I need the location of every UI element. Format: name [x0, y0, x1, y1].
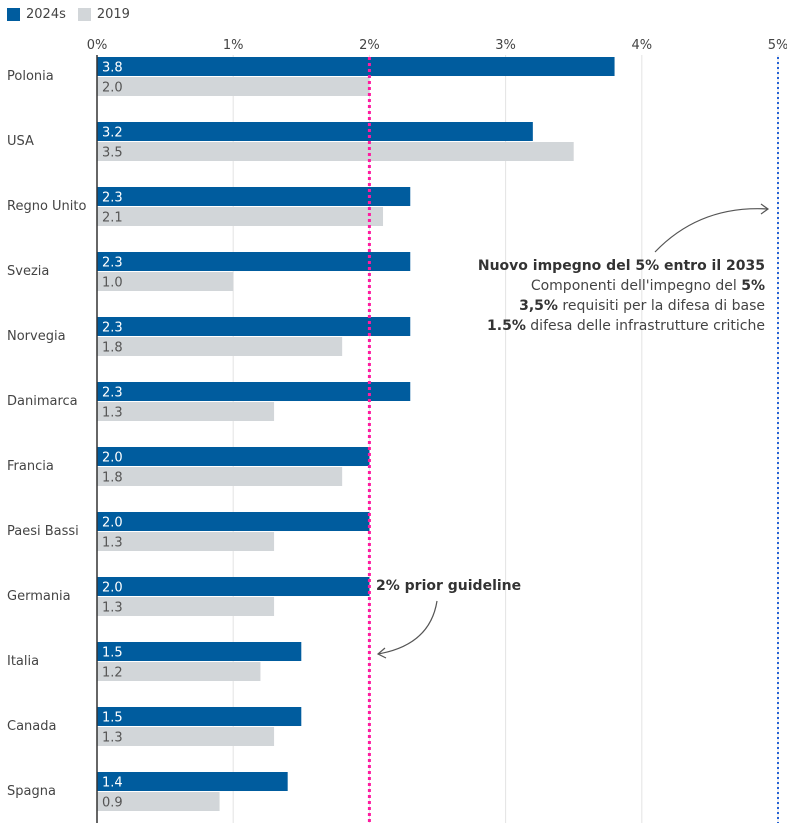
bar-2019	[97, 467, 343, 486]
annotation-5pct: Nuovo impegno del 5% entro il 2035 Compo…	[478, 256, 765, 336]
annotation-line3-bold: 1.5%	[487, 318, 526, 334]
bar-2024s	[97, 57, 615, 76]
arrowhead-guideline	[376, 647, 387, 659]
bar-2019	[97, 142, 574, 161]
data-label: 1.5	[102, 711, 123, 726]
guideline-label: 2% prior guideline	[376, 578, 522, 594]
legend-label-2019: 2019	[96, 7, 130, 22]
arrow-guideline	[377, 600, 438, 655]
x-tick-label: 0%	[87, 38, 108, 53]
x-tick-label: 4%	[631, 38, 652, 53]
data-label: 0.9	[102, 796, 123, 811]
data-label: 1.3	[102, 536, 123, 551]
data-label: 2.0	[102, 516, 123, 531]
bar-2024s	[97, 122, 533, 141]
category-label: Francia	[7, 459, 54, 474]
annotation-line2-bold: 3,5%	[519, 298, 558, 314]
bar-2024s	[97, 642, 302, 661]
bar-2019	[97, 77, 370, 96]
category-label: Norvegia	[7, 329, 66, 344]
x-tick-label: 2%	[359, 38, 380, 53]
annotation-line3: difesa delle infrastrutture critiche	[525, 318, 765, 334]
data-label: 1.3	[102, 601, 123, 616]
data-label: 1.3	[102, 731, 123, 746]
data-label: 2.0	[102, 451, 123, 466]
data-label: 2.1	[102, 211, 123, 226]
bar-2019	[97, 792, 220, 811]
category-label: Regno Unito	[7, 199, 86, 214]
category-label: USA	[7, 134, 34, 149]
data-label: 3.5	[102, 146, 123, 161]
data-label: 2.0	[102, 81, 123, 96]
category-label: Svezia	[7, 264, 49, 279]
bar-2019	[97, 532, 275, 551]
bar-2024s	[97, 772, 288, 791]
bar-2024s	[97, 707, 302, 726]
bar-2019	[97, 272, 234, 291]
category-label: Italia	[7, 654, 39, 669]
bar-2024s	[97, 252, 411, 271]
category-label: Germania	[7, 589, 71, 604]
data-label: 1.5	[102, 646, 123, 661]
x-tick-label: 3%	[495, 38, 516, 53]
bar-2019	[97, 402, 275, 421]
x-tick-label: 1%	[223, 38, 244, 53]
bar-2019	[97, 662, 261, 681]
data-label: 2.3	[102, 386, 123, 401]
bar-2024s	[97, 187, 411, 206]
arrowhead-5pct	[760, 203, 770, 215]
bar-2019	[97, 597, 275, 616]
data-label: 3.8	[102, 61, 123, 76]
data-label: 2.0	[102, 581, 123, 596]
data-label: 2.3	[102, 321, 123, 336]
category-label: Canada	[7, 719, 56, 734]
bar-2024s	[97, 317, 411, 336]
legend: 2024s 2019	[7, 7, 130, 22]
category-label: Paesi Bassi	[7, 524, 79, 539]
bar-2024s	[97, 447, 370, 466]
bar-2024s	[97, 577, 370, 596]
data-label: 3.2	[102, 126, 123, 141]
data-label: 2.3	[102, 256, 123, 271]
legend-label-2024s: 2024s	[26, 7, 66, 22]
bar-2019	[97, 727, 275, 746]
legend-swatch-2024s	[7, 8, 20, 21]
data-label: 1.2	[102, 666, 123, 681]
bar-2024s	[97, 512, 370, 531]
legend-swatch-2019	[77, 8, 91, 21]
data-label: 1.8	[102, 471, 123, 486]
annotation-title: Nuovo impegno del 5% entro il 2035	[477, 258, 765, 274]
data-label: 2.3	[102, 191, 123, 206]
data-label: 1.4	[102, 776, 123, 791]
data-label: 1.8	[102, 341, 123, 356]
bar-2019	[97, 337, 343, 356]
bar-2019	[97, 207, 384, 226]
annotation-line1-bold: 5%	[741, 278, 765, 294]
category-label: Polonia	[7, 69, 54, 84]
category-label: Danimarca	[7, 394, 78, 409]
arrow-5pct	[654, 208, 769, 253]
annotation-line1: Componenti dell'impegno del	[530, 278, 742, 294]
category-label: Spagna	[7, 784, 56, 799]
annotation-line2: requisiti per la difesa di base	[557, 298, 765, 314]
data-label: 1.0	[102, 276, 123, 291]
bar-2024s	[97, 382, 411, 401]
x-tick-label: 5%	[768, 38, 787, 53]
data-label: 1.3	[102, 406, 123, 421]
